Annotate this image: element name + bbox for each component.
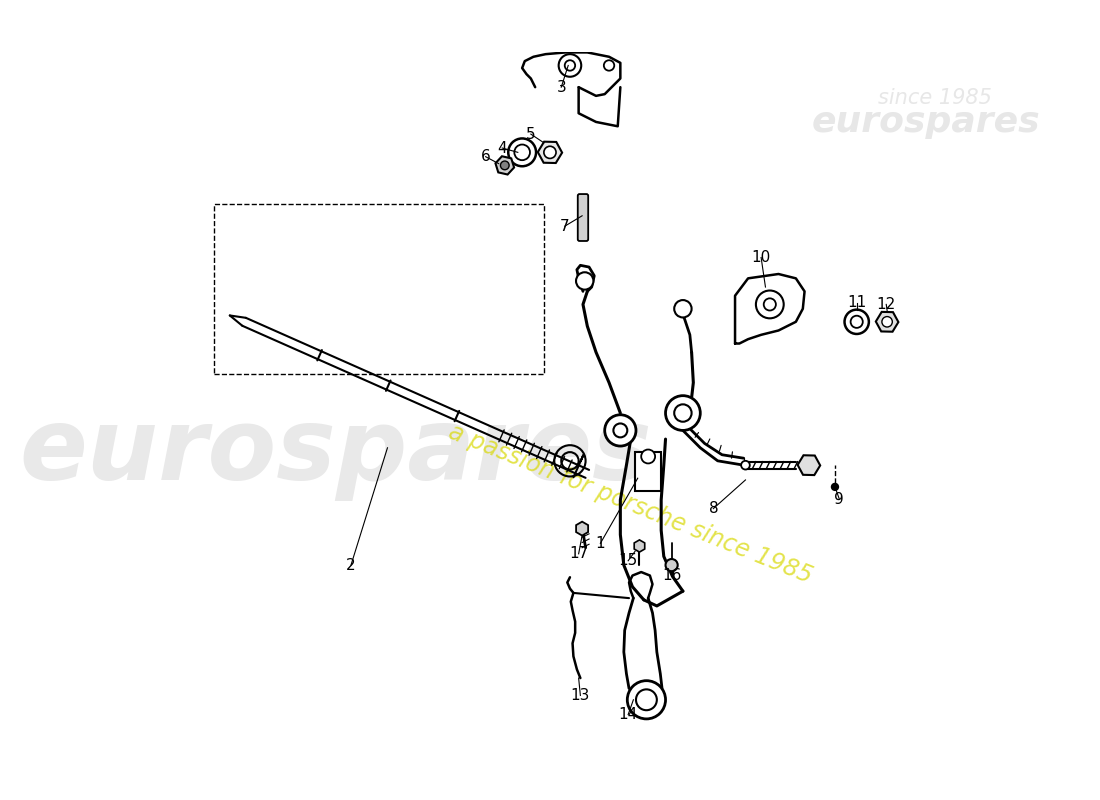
Text: 7: 7 <box>560 218 570 234</box>
Circle shape <box>832 483 838 490</box>
Circle shape <box>515 145 530 160</box>
Circle shape <box>674 300 692 318</box>
Text: 8: 8 <box>708 501 718 516</box>
Circle shape <box>614 423 627 438</box>
Text: 10: 10 <box>751 250 771 265</box>
Text: a passion for porsche since 1985: a passion for porsche since 1985 <box>446 420 816 589</box>
Text: 17: 17 <box>569 546 589 562</box>
Bar <box>635 452 661 491</box>
Text: 13: 13 <box>571 688 590 703</box>
Circle shape <box>666 559 678 571</box>
Text: 9: 9 <box>835 491 844 506</box>
Text: 3: 3 <box>557 80 566 94</box>
Circle shape <box>641 450 656 463</box>
Text: 12: 12 <box>877 297 895 312</box>
Circle shape <box>882 317 892 327</box>
Text: 5: 5 <box>526 126 536 142</box>
Circle shape <box>559 54 581 77</box>
Circle shape <box>508 138 536 166</box>
Circle shape <box>845 310 869 334</box>
Text: 2: 2 <box>346 558 355 573</box>
Text: 11: 11 <box>847 295 867 310</box>
Text: since 1985: since 1985 <box>878 88 992 108</box>
Circle shape <box>604 60 614 70</box>
Circle shape <box>564 60 575 70</box>
Circle shape <box>741 461 750 470</box>
Circle shape <box>763 298 776 310</box>
Bar <box>213 205 543 374</box>
Circle shape <box>850 316 862 328</box>
Circle shape <box>666 396 701 430</box>
Text: 16: 16 <box>662 568 681 583</box>
Circle shape <box>636 690 657 710</box>
Text: eurospares: eurospares <box>19 404 651 501</box>
FancyBboxPatch shape <box>578 194 588 241</box>
Circle shape <box>543 146 556 158</box>
Circle shape <box>605 414 636 446</box>
Circle shape <box>756 290 783 318</box>
Text: 6: 6 <box>481 149 491 164</box>
Text: 1: 1 <box>595 536 605 551</box>
Circle shape <box>627 681 666 719</box>
Circle shape <box>576 272 593 290</box>
Circle shape <box>674 404 692 422</box>
Text: 15: 15 <box>618 554 638 568</box>
Text: 14: 14 <box>618 707 638 722</box>
Circle shape <box>500 161 509 170</box>
Text: 4: 4 <box>497 141 507 155</box>
Text: eurospares: eurospares <box>812 105 1041 139</box>
